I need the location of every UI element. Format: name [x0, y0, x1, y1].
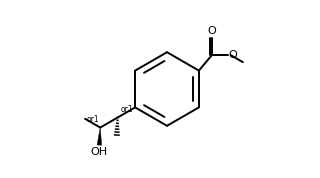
Text: O: O — [207, 25, 216, 36]
Text: or1: or1 — [87, 115, 100, 124]
Text: or1: or1 — [120, 105, 133, 114]
Polygon shape — [97, 128, 102, 145]
Text: OH: OH — [91, 147, 108, 157]
Text: O: O — [228, 50, 237, 60]
